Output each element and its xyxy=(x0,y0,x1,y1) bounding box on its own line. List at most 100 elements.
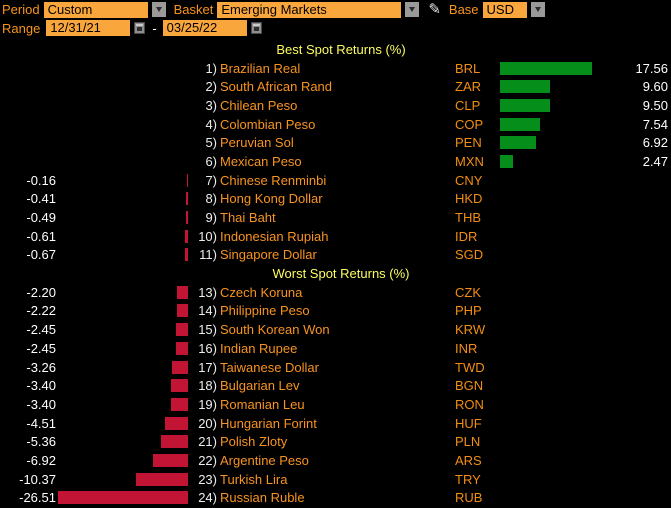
currency-row[interactable]: -2.20 13) Czech Koruna CZK xyxy=(0,283,671,302)
base-select[interactable]: USD xyxy=(482,1,527,18)
left-bar-zone xyxy=(58,171,188,190)
row-number: 24) xyxy=(198,490,217,506)
left-value: -0.41 xyxy=(26,191,56,207)
row-number: 16) xyxy=(198,340,217,356)
range-start-calendar-icon[interactable] xyxy=(133,20,147,36)
currency-ticker: SGD xyxy=(455,247,484,263)
right-bar-zone xyxy=(500,283,625,302)
currency-name: Mexican Peso xyxy=(220,153,302,169)
currency-row[interactable]: -4.51 20) Hungarian Forint HUF xyxy=(0,414,671,433)
row-number: 17) xyxy=(198,359,217,375)
row-number: 6) xyxy=(205,153,217,169)
currency-row[interactable]: -2.22 14) Philippine Peso PHP xyxy=(0,302,671,321)
currency-ticker: THB xyxy=(455,210,481,226)
left-bar-zone xyxy=(58,376,188,395)
range-end-calendar-icon[interactable] xyxy=(249,20,263,36)
left-bar-zone xyxy=(58,320,188,339)
right-bar-zone xyxy=(500,339,625,358)
basket-select[interactable]: Emerging Markets xyxy=(217,1,402,18)
section-title: Worst Spot Returns (%) xyxy=(272,266,410,282)
currency-row[interactable]: -2.45 15) South Korean Won KRW xyxy=(0,320,671,339)
currency-row[interactable]: -0.61 10) Indonesian Rupiah IDR xyxy=(0,227,671,246)
period-label: Period xyxy=(2,2,40,17)
negative-bar xyxy=(186,173,188,187)
right-bar-zone xyxy=(500,59,625,78)
currency-row[interactable]: -0.16 7) Chinese Renminbi CNY xyxy=(0,171,671,190)
row-number: 20) xyxy=(198,415,217,431)
currency-name: South African Rand xyxy=(220,79,333,95)
right-bar-zone xyxy=(500,227,625,246)
basket-dropdown-arrow-icon[interactable] xyxy=(405,2,420,17)
currency-ticker: PLN xyxy=(455,434,481,450)
left-value: -4.51 xyxy=(26,415,56,431)
negative-bar xyxy=(185,192,188,206)
period-select[interactable]: Custom xyxy=(43,1,148,18)
right-value: 2.47 xyxy=(642,153,668,169)
currency-ticker: INR xyxy=(455,340,478,356)
currency-row[interactable]: 6) Mexican Peso MXN 2.47 xyxy=(0,152,671,171)
row-number: 14) xyxy=(198,303,217,319)
currency-row[interactable]: -26.51 24) Russian Ruble RUB xyxy=(0,489,671,508)
positive-bar xyxy=(500,136,537,150)
right-bar-zone xyxy=(500,246,625,265)
currency-ticker: IDR xyxy=(455,228,478,244)
left-value: -0.49 xyxy=(26,210,56,226)
left-bar-zone xyxy=(58,59,188,78)
row-number: 18) xyxy=(198,378,217,394)
currency-row[interactable]: -5.36 21) Polish Zloty PLN xyxy=(0,432,671,451)
currency-row[interactable]: 3) Chilean Peso CLP 9.50 xyxy=(0,96,671,115)
edit-pencil-icon[interactable]: ✎ xyxy=(428,1,441,18)
left-value: -0.61 xyxy=(26,228,56,244)
negative-bar xyxy=(165,416,188,430)
currency-ticker: COP xyxy=(455,116,484,132)
currency-row[interactable]: -10.37 23) Turkish Lira TRY xyxy=(0,470,671,489)
currency-row[interactable]: -0.41 8) Hong Kong Dollar HKD xyxy=(0,190,671,209)
range-end-input[interactable]: 03/25/22 xyxy=(162,20,247,36)
range-start-input[interactable]: 12/31/21 xyxy=(46,20,131,36)
left-value: -0.67 xyxy=(26,247,56,263)
toolbar-row-1: Period Custom Basket Emerging Markets ✎ … xyxy=(0,0,671,19)
currency-row[interactable]: -2.45 16) Indian Rupee INR xyxy=(0,339,671,358)
currency-name: Chinese Renminbi xyxy=(220,172,327,188)
currency-name: Polish Zloty xyxy=(220,434,288,450)
left-bar-zone xyxy=(58,133,188,152)
currency-row[interactable]: -3.26 17) Taiwanese Dollar TWD xyxy=(0,358,671,377)
currency-name: Czech Koruna xyxy=(220,284,303,300)
section-title: Best Spot Returns (%) xyxy=(276,41,406,57)
row-number: 8) xyxy=(205,191,217,207)
currency-row[interactable]: -3.40 18) Bulgarian Lev BGN xyxy=(0,376,671,395)
left-value: -0.16 xyxy=(26,172,56,188)
left-value: -5.36 xyxy=(26,434,56,450)
right-bar-zone xyxy=(500,115,625,134)
range-separator: - xyxy=(152,20,157,36)
currency-row[interactable]: 2) South African Rand ZAR 9.60 xyxy=(0,77,671,96)
currency-row[interactable]: 1) Brazilian Real BRL 17.56 xyxy=(0,59,671,78)
currency-name: Thai Baht xyxy=(220,210,276,226)
positive-bar xyxy=(500,98,550,112)
currency-row[interactable]: -6.92 22) Argentine Peso ARS xyxy=(0,451,671,470)
currency-row[interactable]: 5) Peruvian Sol PEN 6.92 xyxy=(0,133,671,152)
right-value: 9.60 xyxy=(642,79,668,95)
period-dropdown-arrow-icon[interactable] xyxy=(151,2,166,17)
currency-ticker: BGN xyxy=(455,378,484,394)
negative-bar xyxy=(177,285,188,299)
currency-ticker: RON xyxy=(455,396,484,412)
right-bar-zone xyxy=(500,190,625,209)
left-bar-zone xyxy=(58,432,188,451)
left-value: -2.20 xyxy=(26,284,56,300)
left-value: -2.45 xyxy=(26,340,56,356)
right-bar-zone xyxy=(500,77,625,96)
currency-row[interactable]: -0.49 9) Thai Baht THB xyxy=(0,208,671,227)
positive-bar xyxy=(500,154,513,168)
right-bar-zone xyxy=(500,152,625,171)
currency-row[interactable]: -0.67 11) Singapore Dollar SGD xyxy=(0,246,671,265)
right-bar-zone xyxy=(500,208,625,227)
currency-row[interactable]: -3.40 19) Romanian Leu RON xyxy=(0,395,671,414)
right-bar-zone xyxy=(500,171,625,190)
base-dropdown-arrow-icon[interactable] xyxy=(530,2,545,17)
left-bar-zone xyxy=(58,339,188,358)
row-number: 19) xyxy=(198,396,217,412)
positive-bar xyxy=(500,117,540,131)
spot-returns-chart: Best Spot Returns (%) 1) Brazilian Real BRL… xyxy=(0,40,671,507)
currency-row[interactable]: 4) Colombian Peso COP 7.54 xyxy=(0,115,671,134)
